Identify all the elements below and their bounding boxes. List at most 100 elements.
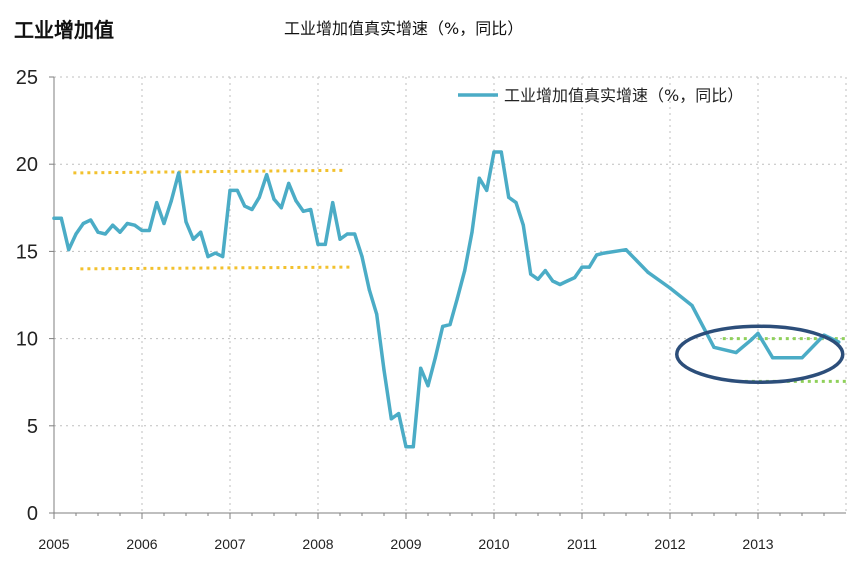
series-point <box>624 248 628 252</box>
series-point <box>389 417 393 421</box>
series-point <box>455 296 459 301</box>
series-point <box>353 232 357 236</box>
series-point <box>463 268 467 273</box>
series-point <box>125 221 129 226</box>
legend-label: 工业增加值真实增速（%，同比） <box>504 86 743 105</box>
series-point <box>111 223 115 227</box>
series-point <box>169 199 173 203</box>
x-tick-label: 2007 <box>214 536 245 552</box>
series-point <box>499 150 503 154</box>
y-tick-label: 20 <box>16 154 38 176</box>
highlight-ellipse <box>675 324 845 385</box>
series-point <box>771 356 775 360</box>
series-point <box>419 366 423 370</box>
legend: 工业增加值真实增速（%，同比） <box>458 86 743 105</box>
series-layer <box>52 150 841 449</box>
series-point <box>433 356 437 360</box>
series-point <box>573 275 577 280</box>
grid-layer <box>54 76 847 513</box>
series-point <box>551 279 555 283</box>
series-point <box>287 181 291 185</box>
series-point <box>250 207 254 212</box>
series-point <box>345 232 349 236</box>
series-point <box>59 216 63 220</box>
y-tick-label: 5 <box>27 416 38 438</box>
series-point <box>382 368 386 372</box>
chart-title: 工业增加值真实增速（%，同比） <box>284 19 523 38</box>
series-point <box>800 356 804 360</box>
series-point <box>309 207 313 212</box>
series-point <box>140 228 144 233</box>
y-tick-labels: 0 5 10 15 20 25 <box>16 67 54 525</box>
series-point <box>602 251 606 255</box>
series-point <box>712 345 716 349</box>
chart-header-title: 工业增加值 <box>14 18 114 42</box>
series-point <box>279 206 283 210</box>
series-point <box>529 272 533 276</box>
x-tick-labels: 2005 2006 2007 2008 2009 2010 2011 2012 2013 <box>38 513 825 552</box>
series-point <box>448 323 452 327</box>
series-point <box>514 200 518 205</box>
y-tick-label: 10 <box>16 329 38 351</box>
x-tick-label: 2010 <box>478 536 509 552</box>
series-point <box>177 171 181 175</box>
series-point <box>199 230 203 234</box>
series-point <box>257 195 261 199</box>
series-point <box>243 204 247 208</box>
x-tick-label: 2008 <box>302 536 333 552</box>
series-point <box>441 324 445 328</box>
series-point <box>184 220 188 224</box>
series-point <box>734 350 738 355</box>
series-point <box>411 445 415 449</box>
x-tick-label: 2012 <box>654 536 685 552</box>
series-point <box>492 150 496 154</box>
series-point <box>785 356 789 360</box>
series-point <box>536 277 540 281</box>
series-point <box>67 248 71 252</box>
series-point <box>587 265 591 269</box>
series-point <box>89 218 93 222</box>
series-point <box>118 230 122 234</box>
series-point <box>477 176 481 180</box>
series-point <box>375 312 379 316</box>
series-point <box>272 197 276 201</box>
series-point <box>668 286 672 290</box>
upper-range-yellow-dotted-line <box>73 168 345 175</box>
series-point <box>147 228 151 233</box>
x-tick-label: 2013 <box>742 536 773 552</box>
series-point <box>221 255 225 259</box>
series-point <box>690 303 694 308</box>
series-point <box>331 200 335 205</box>
series-point <box>397 411 401 416</box>
series-point <box>485 188 489 192</box>
series-point <box>521 223 525 227</box>
series-point <box>155 200 159 205</box>
series-point <box>191 237 195 241</box>
y-tick-label: 25 <box>16 67 38 89</box>
series-point <box>507 195 511 199</box>
axis-layer <box>53 77 846 514</box>
series-point <box>470 230 474 234</box>
lower-range-yellow-dotted-line <box>80 265 354 271</box>
series-line-industrial-value-added <box>52 150 841 449</box>
series-point <box>265 173 269 177</box>
y-tick-label: 15 <box>16 241 38 263</box>
series-point <box>103 232 107 236</box>
series-point <box>543 268 547 273</box>
series-point <box>74 232 78 236</box>
series-point <box>294 199 298 203</box>
series-point <box>133 223 137 227</box>
y-tick-label: 0 <box>27 503 38 525</box>
series-point <box>595 253 599 257</box>
series-point <box>81 221 85 226</box>
x-tick-label: 2009 <box>390 536 421 552</box>
series-point <box>338 237 342 241</box>
series-point <box>749 338 753 342</box>
series-point <box>301 209 305 213</box>
series-point <box>316 242 320 247</box>
series-point <box>228 188 232 192</box>
series-point <box>162 221 166 226</box>
series-point <box>756 331 760 335</box>
series-point <box>404 445 408 449</box>
